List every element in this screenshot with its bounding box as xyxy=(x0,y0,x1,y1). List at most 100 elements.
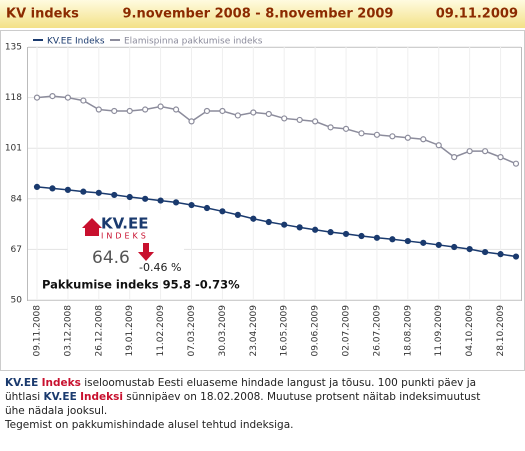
point xyxy=(358,130,365,137)
footer-line: ühe nädala jooksul. xyxy=(5,404,520,418)
point xyxy=(296,224,303,231)
point xyxy=(404,237,411,245)
point xyxy=(265,110,272,118)
x-tick-label: 09.06.2009 xyxy=(311,305,321,357)
text: ühe nädala jooksul. xyxy=(5,405,108,417)
point xyxy=(481,148,489,155)
logo-brand: KV.EE xyxy=(101,215,149,233)
y-tick-label: 118 xyxy=(5,93,22,103)
badge-value: 64.6 xyxy=(92,248,130,268)
subtitle: 9.november 2008 - 8.november 2009 xyxy=(123,7,394,22)
x-tick-label: 03.12.2008 xyxy=(63,305,73,357)
x-tick-label: 26.12.2008 xyxy=(94,305,104,357)
point xyxy=(327,124,334,131)
brand-word: Indeksi xyxy=(80,391,123,403)
point xyxy=(49,93,56,100)
point xyxy=(389,133,396,140)
brand-word: Indeks xyxy=(41,377,81,389)
point xyxy=(250,109,257,116)
point xyxy=(435,241,442,249)
y-tick-label: 101 xyxy=(5,144,22,154)
badge: KV.EE INDEKS 64.6 -0.46 % xyxy=(68,210,184,280)
point xyxy=(512,253,520,260)
date: 09.11.2009 xyxy=(436,7,518,22)
point xyxy=(373,234,381,241)
point xyxy=(312,118,319,125)
badge-change: -0.46 % xyxy=(139,261,181,274)
header-bar xyxy=(0,0,525,28)
offer-line: Pakkumise indeks 95.8 -0.73% xyxy=(42,278,240,292)
point xyxy=(451,243,458,251)
point xyxy=(111,107,118,115)
legend-label: Elamispinna pakkumise indeks xyxy=(124,37,263,47)
point xyxy=(188,118,195,125)
point xyxy=(497,251,504,258)
point xyxy=(373,131,381,138)
footer-line: KV.EE Indeks iseloomustab Eesti eluaseme… xyxy=(5,376,520,390)
x-tick-label: 28.10.2009 xyxy=(496,305,506,357)
y-tick-label: 50 xyxy=(11,296,23,306)
point xyxy=(157,197,164,204)
logo-sub: INDEKS xyxy=(101,232,149,241)
point xyxy=(281,115,288,122)
point xyxy=(80,188,87,195)
point xyxy=(281,221,288,228)
x-tick-label: 07.03.2009 xyxy=(187,305,197,357)
chart: KV indeks 9.november 2008 - 8.november 2… xyxy=(0,0,525,371)
point xyxy=(420,136,427,143)
x-tick-label: 26.07.2009 xyxy=(372,305,382,357)
down-arrow xyxy=(138,243,154,261)
footer-line: Tegemist on pakkumishindade alusel tehtu… xyxy=(5,418,520,432)
text: Tegemist on pakkumishindade alusel tehtu… xyxy=(5,419,294,431)
point xyxy=(95,189,102,196)
point xyxy=(142,195,149,202)
point xyxy=(497,154,504,161)
point xyxy=(95,106,102,113)
point xyxy=(389,236,396,243)
text: iseloomustab Eesti eluaseme hindade lang… xyxy=(80,377,477,389)
x-tick-label: 11.09.2009 xyxy=(434,305,444,357)
point xyxy=(466,246,473,253)
point xyxy=(157,103,164,110)
point xyxy=(296,116,303,124)
x-tick-label: 23.04.2009 xyxy=(249,305,259,357)
x-tick-label: 04.10.2009 xyxy=(465,305,475,357)
point xyxy=(172,199,180,206)
point xyxy=(111,191,118,199)
text: sünnipäev on 18.02.2008. Muutuse protsen… xyxy=(122,391,481,403)
point xyxy=(312,226,319,233)
logo-icon xyxy=(82,218,102,236)
x-tick-label: 16.05.2009 xyxy=(280,305,290,357)
point xyxy=(234,112,241,119)
point xyxy=(512,160,520,167)
y-tick-label: 84 xyxy=(11,194,23,204)
point xyxy=(203,204,211,212)
x-tick-label: 30.03.2009 xyxy=(218,305,228,357)
x-tick-label: 19.01.2009 xyxy=(125,305,135,357)
chart-frame xyxy=(0,30,525,371)
point xyxy=(250,215,257,222)
point xyxy=(64,186,72,193)
point xyxy=(265,218,272,226)
point xyxy=(466,148,473,155)
point xyxy=(342,125,350,132)
brand: KV.EE xyxy=(43,391,77,403)
point xyxy=(49,185,56,192)
x-tick-label: 18.08.2009 xyxy=(403,305,413,357)
point xyxy=(404,134,411,141)
point xyxy=(358,232,365,240)
point xyxy=(188,201,195,209)
y-tick-label: 67 xyxy=(11,245,22,255)
point xyxy=(203,107,211,115)
point xyxy=(126,193,133,201)
point xyxy=(64,94,72,101)
footer: KV.EE Indeks iseloomustab Eesti eluaseme… xyxy=(5,376,520,432)
point xyxy=(327,229,334,236)
y-tick-label: 135 xyxy=(5,43,22,53)
point xyxy=(234,211,241,218)
point xyxy=(435,142,442,149)
badge-box xyxy=(68,210,184,280)
point xyxy=(219,208,226,215)
text: ühtlasi xyxy=(5,391,44,403)
